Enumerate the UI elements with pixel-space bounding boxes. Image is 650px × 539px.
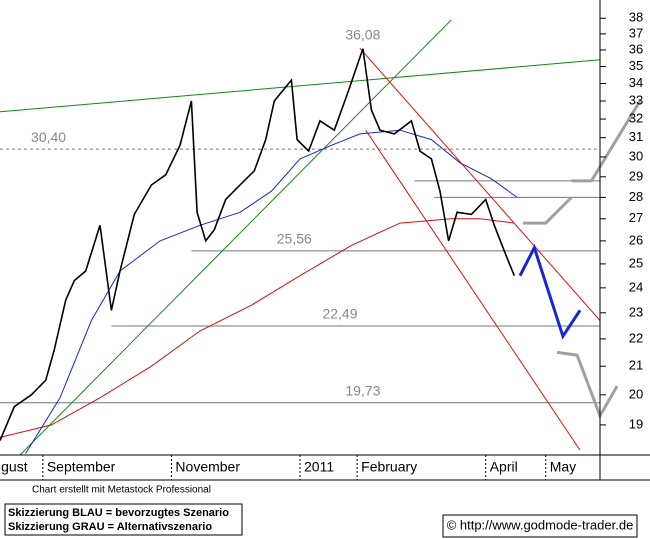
level-label: 30,40 xyxy=(31,129,66,145)
y-tick-label: 22 xyxy=(629,330,643,345)
y-tick-label: 27 xyxy=(629,210,643,225)
y-tick-label: 35 xyxy=(629,58,643,73)
price-line xyxy=(0,48,516,441)
legend-line: Skizzierung BLAU = bevorzugtes Szenario xyxy=(8,507,229,519)
y-tick-label: 19 xyxy=(629,416,643,431)
scenario xyxy=(522,196,573,225)
x-tick-label: February xyxy=(361,459,417,475)
x-tick-label: 2011 xyxy=(304,459,334,475)
y-tick-label: 25 xyxy=(629,255,643,270)
y-tick-label: 31 xyxy=(629,129,643,144)
x-tick-label: gust xyxy=(1,459,28,475)
y-tick-label: 30 xyxy=(629,148,643,163)
level-label: 22,49 xyxy=(322,306,357,322)
credit: Chart erstellt mit Metastock Professiona… xyxy=(32,485,211,496)
x-tick-label: September xyxy=(47,459,116,475)
moving-average xyxy=(25,129,518,454)
x-tick-label: April xyxy=(490,459,518,475)
level-label: 19,73 xyxy=(345,382,380,398)
y-tick-label: 24 xyxy=(629,279,643,294)
moving-average xyxy=(0,218,515,438)
plot-area: 30,40 25,56 22,49 19,73 36,08 xyxy=(0,19,600,455)
level-label: 25,56 xyxy=(277,231,312,247)
y-tick-label: 26 xyxy=(629,232,643,247)
y-tick-label: 36 xyxy=(629,41,643,56)
y-tick-label: 37 xyxy=(629,25,643,40)
trendline xyxy=(0,59,600,113)
trendline xyxy=(19,19,452,455)
trendline xyxy=(365,129,581,451)
y-tick-label: 38 xyxy=(629,10,643,25)
legend-box xyxy=(4,503,243,536)
y-tick-label: 29 xyxy=(629,168,643,183)
x-tick-label: November xyxy=(175,459,240,475)
copyright-box xyxy=(442,514,638,538)
scenario xyxy=(571,100,642,183)
overlay xyxy=(518,100,642,420)
y-tick-label: 28 xyxy=(629,189,643,204)
y-tick-label: 34 xyxy=(629,75,643,90)
scenario xyxy=(518,243,582,340)
y-tick-label: 21 xyxy=(629,358,643,373)
copyright: © http://www.godmode-trader.de xyxy=(447,517,634,532)
legend-line: Skizzierung GRAU = Alternativszenario xyxy=(8,521,212,533)
trendline xyxy=(359,47,600,321)
peak-label: 36,08 xyxy=(345,26,380,42)
x-tick-label: May xyxy=(550,459,576,475)
y-tick-label: 33 xyxy=(629,92,643,107)
y-tick-label: 20 xyxy=(629,386,643,401)
scenario xyxy=(556,350,619,420)
y-tick-label: 23 xyxy=(629,304,643,319)
y-tick-label: 32 xyxy=(629,111,643,126)
